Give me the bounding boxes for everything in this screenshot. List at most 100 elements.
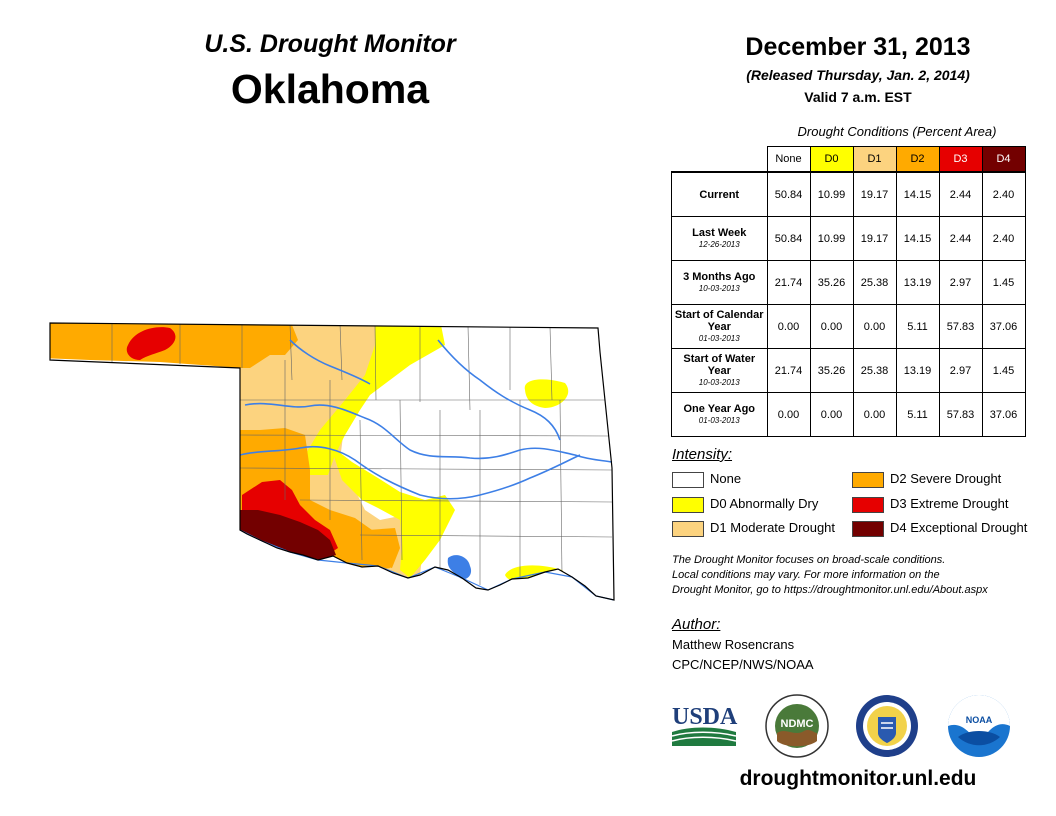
cell-d3: 2.44 xyxy=(938,216,983,261)
cell-d3: 2.44 xyxy=(938,171,983,217)
col-header-d4: D4 xyxy=(981,146,1026,173)
table-row: Start of Calendar Year 01-03-2013 0.00 0.… xyxy=(671,304,1026,349)
map-region-d2-northwest xyxy=(240,323,298,368)
legend-swatch xyxy=(672,520,704,537)
legend-swatch xyxy=(672,471,704,488)
cell-d0: 10.99 xyxy=(809,171,854,217)
legend-title: Intensity: xyxy=(672,446,733,463)
cell-d0: 0.00 xyxy=(809,392,854,437)
col-header-d1: D1 xyxy=(852,146,897,173)
legend-swatch xyxy=(852,471,884,488)
legend-item-d4: D4 Exceptional Drought xyxy=(852,519,1027,537)
valid-time: Valid 7 a.m. EST xyxy=(804,89,912,105)
noaa-logo-text: NOAA xyxy=(966,715,993,725)
table-row: One Year Ago 01-03-2013 0.00 0.00 0.00 5.… xyxy=(671,392,1026,437)
cell-none: 21.74 xyxy=(766,260,811,305)
cell-d4: 2.40 xyxy=(981,171,1026,217)
ndmc-logo-text: NDMC xyxy=(781,718,814,730)
map-region-d4-southwest xyxy=(238,510,336,560)
table-row: 3 Months Ago 10-03-2013 21.74 35.26 25.38… xyxy=(671,260,1026,305)
map-region-d0-northeast xyxy=(524,379,569,408)
cell-d2: 5.11 xyxy=(895,304,940,349)
row-label: Start of Water Year 10-03-2013 xyxy=(671,348,768,393)
row-label: Last Week 12-26-2013 xyxy=(671,216,768,261)
map-title: U.S. Drought Monitor xyxy=(204,30,456,58)
cell-d2: 13.19 xyxy=(895,348,940,393)
cell-none: 50.84 xyxy=(766,216,811,261)
table-header-row: None D0 D1 D2 D3 D4 xyxy=(672,146,1026,173)
noaa-logo: NOAA xyxy=(948,695,1010,757)
row-label: Current xyxy=(671,171,768,217)
cell-d1: 19.17 xyxy=(852,216,897,261)
col-header-d2: D2 xyxy=(895,146,940,173)
commerce-seal-logo xyxy=(856,695,918,757)
legend-item-d1: D1 Moderate Drought xyxy=(672,519,835,537)
disclaimer-note: The Drought Monitor focuses on broad-sca… xyxy=(672,554,988,596)
row-label: Start of Calendar Year 01-03-2013 xyxy=(671,304,768,349)
author-title: Author: xyxy=(672,616,721,633)
col-header-d3: D3 xyxy=(938,146,983,173)
cell-d1: 25.38 xyxy=(852,348,897,393)
table-row: Last Week 12-26-2013 50.84 10.99 19.17 14… xyxy=(671,216,1026,261)
table-header-blank xyxy=(672,147,768,173)
col-header-d0: D0 xyxy=(809,146,854,173)
cell-d1: 25.38 xyxy=(852,260,897,305)
ndmc-logo: NDMC xyxy=(765,694,829,758)
lake-texoma xyxy=(447,555,472,580)
table-caption: Drought Conditions (Percent Area) xyxy=(797,124,997,139)
cell-d2: 14.15 xyxy=(895,171,940,217)
county-boundaries xyxy=(111,323,613,585)
legend-swatch xyxy=(852,520,884,537)
cell-d1: 19.17 xyxy=(852,171,897,217)
legend-swatch xyxy=(852,496,884,513)
rivers xyxy=(239,339,613,500)
report-date: December 31, 2013 xyxy=(745,33,971,61)
map-region-d0-central xyxy=(330,445,455,578)
usda-logo-text: USDA xyxy=(672,704,738,730)
cell-d3: 2.97 xyxy=(938,260,983,305)
col-header-none: None xyxy=(766,146,811,173)
map-region-d0-north xyxy=(305,323,445,475)
legend-swatch xyxy=(672,496,704,513)
legend-item-d0: D0 Abnormally Dry xyxy=(672,495,818,513)
cell-d0: 35.26 xyxy=(809,348,854,393)
map-region-d2-south xyxy=(368,528,400,568)
cell-none: 0.00 xyxy=(766,392,811,437)
cell-d0: 0.00 xyxy=(809,304,854,349)
row-label: One Year Ago 01-03-2013 xyxy=(671,392,768,437)
cell-d4: 37.06 xyxy=(981,392,1026,437)
cell-d1: 0.00 xyxy=(852,392,897,437)
usda-logo: USDA xyxy=(671,704,738,746)
cell-none: 21.74 xyxy=(766,348,811,393)
cell-none: 50.84 xyxy=(766,171,811,217)
legend-item-none: None xyxy=(672,470,741,488)
cell-d4: 1.45 xyxy=(981,260,1026,305)
state-outline xyxy=(49,322,615,601)
author-name: Matthew Rosencrans xyxy=(672,637,795,652)
state-title: Oklahoma xyxy=(230,66,430,112)
legend-item-d2: D2 Severe Drought xyxy=(852,470,1001,488)
cell-d1: 0.00 xyxy=(852,304,897,349)
cell-d3: 57.83 xyxy=(938,304,983,349)
cell-d2: 5.11 xyxy=(895,392,940,437)
author-org: CPC/NCEP/NWS/NOAA xyxy=(672,657,814,672)
map-region-d3-panhandle xyxy=(126,327,176,360)
cell-none: 0.00 xyxy=(766,304,811,349)
drought-conditions-table: None D0 D1 D2 D3 D4 Current 50.84 10.99 … xyxy=(671,146,1026,437)
oklahoma-drought-map xyxy=(49,322,615,601)
row-label: 3 Months Ago 10-03-2013 xyxy=(671,260,768,305)
cell-d2: 14.15 xyxy=(895,216,940,261)
legend-item-d3: D3 Extreme Drought xyxy=(852,495,1009,513)
release-date: (Released Thursday, Jan. 2, 2014) xyxy=(746,67,970,83)
table-row: Current 50.84 10.99 19.17 14.15 2.44 2.4… xyxy=(671,171,1026,217)
cell-d3: 57.83 xyxy=(938,392,983,437)
cell-d4: 2.40 xyxy=(981,216,1026,261)
cell-d0: 10.99 xyxy=(809,216,854,261)
cell-d4: 37.06 xyxy=(981,304,1026,349)
cell-d0: 35.26 xyxy=(809,260,854,305)
table-row: Start of Water Year 10-03-2013 21.74 35.2… xyxy=(671,348,1026,393)
cell-d2: 13.19 xyxy=(895,260,940,305)
cell-d3: 2.97 xyxy=(938,348,983,393)
website-url[interactable]: droughtmonitor.unl.edu xyxy=(739,767,977,790)
cell-d4: 1.45 xyxy=(981,348,1026,393)
